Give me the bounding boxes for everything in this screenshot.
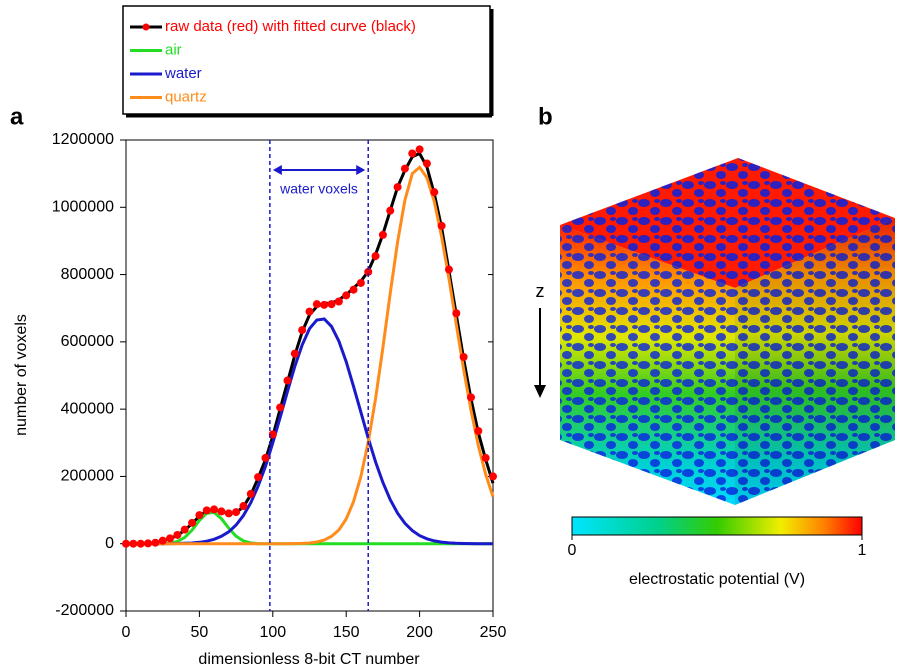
data-point (188, 518, 197, 527)
data-point (408, 149, 417, 158)
data-point (371, 252, 380, 261)
data-point (415, 145, 424, 154)
data-point (246, 489, 255, 498)
data-point (261, 453, 270, 462)
plot-frame (125, 139, 494, 612)
y-tick-label: 800000 (61, 266, 114, 283)
data-point (283, 376, 292, 385)
y-tick-label: 400000 (61, 400, 114, 417)
data-point (320, 300, 329, 309)
data-point (364, 267, 373, 276)
y-tick-label: 1000000 (52, 199, 114, 216)
data-point (312, 300, 321, 309)
data-point (430, 188, 439, 197)
legend-label: water (164, 65, 202, 82)
panel-label: a (10, 103, 24, 130)
annotation: water voxels (279, 181, 358, 197)
data-point (422, 159, 431, 168)
legend-label: air (165, 41, 182, 58)
data-point (393, 183, 402, 192)
data-point (334, 297, 343, 306)
data-point (268, 430, 277, 439)
data-point (305, 307, 314, 316)
z-label: z (536, 281, 545, 301)
colorbar-tick-label: 1 (858, 542, 867, 559)
cube-left-pores (560, 225, 735, 505)
data-point (144, 539, 153, 548)
data-point (136, 539, 145, 548)
legend-marker (142, 23, 150, 31)
data-point (444, 265, 453, 274)
x-tick-label: 200 (406, 624, 433, 641)
colorbar (571, 516, 863, 536)
data-point (276, 403, 285, 412)
data-point (327, 300, 336, 309)
data-point (386, 206, 395, 215)
legend (122, 5, 491, 115)
data-point (129, 539, 138, 548)
data-point (166, 534, 175, 543)
cube-right-pores (735, 218, 895, 505)
data-point (151, 538, 160, 547)
data-point (210, 505, 219, 514)
data-point (452, 309, 461, 318)
arrowhead (272, 165, 282, 175)
data-point (356, 278, 365, 287)
cube (560, 158, 895, 505)
data-point (217, 507, 226, 516)
colorbar-tick-label: 0 (568, 542, 577, 559)
x-tick-label: 150 (333, 624, 360, 641)
data-point (122, 539, 130, 548)
data-point (224, 509, 233, 518)
series-line (126, 165, 495, 546)
data-point (173, 530, 182, 539)
legend-label: quartz (165, 88, 207, 105)
z-arrowhead (534, 385, 546, 398)
y-tick-label: 0 (105, 535, 114, 552)
data-point (254, 473, 263, 482)
data-point (378, 230, 387, 239)
data-point (298, 326, 307, 335)
y-tick-label: 200000 (61, 468, 114, 485)
data-point (202, 506, 211, 515)
arrowhead (356, 165, 366, 175)
data-point (290, 349, 299, 358)
data-point (437, 221, 446, 230)
data-point (400, 164, 409, 173)
colorbar-label: electrostatic potential (V) (629, 571, 805, 588)
y-tick-label: 600000 (61, 333, 114, 350)
y-axis-label: number of voxels (13, 314, 30, 436)
data-point (239, 502, 248, 511)
cube-shade (735, 218, 895, 505)
data-point (474, 427, 483, 436)
data-point (342, 291, 351, 300)
x-tick-label: 100 (259, 624, 286, 641)
x-tick-label: 250 (480, 624, 507, 641)
data-point (180, 525, 189, 534)
panel-label: b (538, 103, 553, 130)
y-tick-label: 1200000 (52, 131, 114, 148)
data-point (466, 393, 475, 402)
data-point (489, 472, 497, 481)
data-point (349, 285, 358, 294)
cube-top-pores (560, 158, 895, 288)
x-axis-label: dimensionless 8-bit CT number (198, 651, 420, 668)
data-point (158, 536, 167, 545)
x-tick-label: 0 (122, 624, 131, 641)
x-tick-label: 50 (191, 624, 209, 641)
y-tick-label: -200000 (55, 602, 114, 619)
series-line (126, 317, 493, 546)
data-point (459, 352, 468, 361)
legend-label: raw data (red) with fitted curve (black) (165, 18, 416, 35)
data-point (481, 453, 490, 462)
data-point (195, 511, 204, 520)
data-point (232, 508, 241, 517)
